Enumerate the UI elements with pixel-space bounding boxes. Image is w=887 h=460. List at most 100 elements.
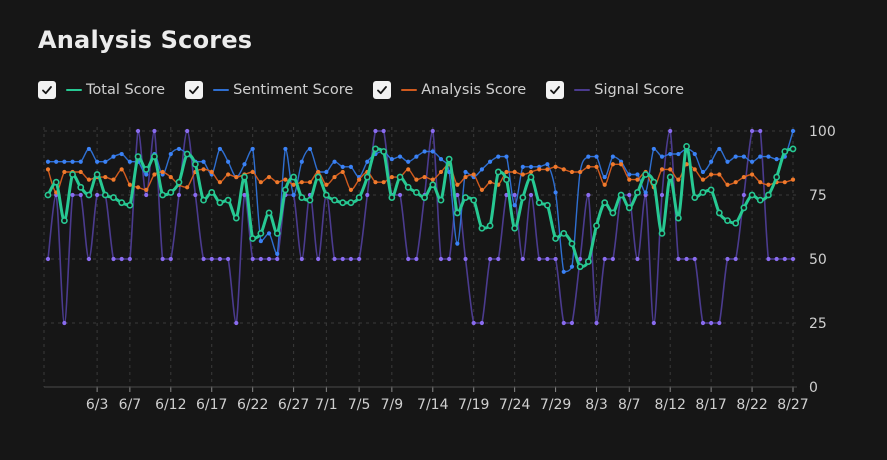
data-point-total-score	[756, 196, 764, 204]
checkbox-checked-icon[interactable]	[373, 81, 392, 99]
data-point-analysis-score	[520, 172, 525, 177]
data-point-analysis-score	[659, 167, 665, 172]
data-point-sentiment-score	[692, 151, 697, 157]
data-point-sentiment-score	[95, 159, 100, 164]
data-point-signal-score	[471, 320, 476, 326]
data-point-signal-score	[299, 256, 304, 262]
x-tick-label: 7/1	[315, 397, 338, 413]
data-point-sentiment-score	[348, 164, 354, 169]
data-point-signal-score	[373, 128, 378, 134]
data-point-sentiment-score	[512, 203, 517, 208]
data-point-total-score	[93, 171, 101, 178]
data-point-sentiment-score	[111, 154, 116, 159]
data-point-signal-score	[397, 192, 403, 198]
data-point-total-score	[470, 196, 478, 204]
data-point-analysis-score	[758, 180, 763, 185]
data-point-signal-score	[700, 320, 706, 326]
data-point-signal-score	[217, 256, 223, 262]
legend-swatch	[66, 89, 82, 91]
data-point-signal-score	[340, 256, 345, 262]
data-point-sentiment-score	[561, 269, 566, 274]
data-point-total-score	[355, 194, 363, 201]
data-point-total-score	[396, 173, 404, 181]
legend-item-signal-score[interactable]: Signal Score	[546, 81, 684, 99]
data-point-signal-score	[528, 192, 534, 198]
data-point-analysis-score	[438, 169, 444, 175]
checkbox-checked-icon[interactable]	[546, 81, 565, 99]
data-point-analysis-score	[504, 169, 509, 175]
data-point-total-score	[273, 229, 281, 237]
data-point-analysis-score	[135, 185, 141, 190]
data-point-total-score	[298, 194, 306, 201]
data-point-total-score	[724, 217, 731, 224]
data-point-total-score	[486, 222, 494, 230]
data-point-signal-score	[668, 128, 673, 134]
data-point-total-score	[666, 173, 674, 181]
legend-item-total-score[interactable]: Total Score	[38, 81, 165, 99]
data-point-analysis-score	[127, 182, 132, 187]
data-point-analysis-score	[299, 180, 304, 185]
data-point-total-score	[609, 209, 617, 217]
data-point-signal-score	[406, 256, 411, 262]
data-point-total-score	[413, 189, 420, 196]
data-point-signal-score	[725, 256, 730, 262]
data-point-sentiment-score	[749, 159, 755, 164]
data-point-sentiment-score	[553, 190, 558, 195]
data-point-total-score	[167, 189, 175, 196]
data-point-analysis-score	[45, 167, 51, 172]
data-point-sentiment-score	[299, 159, 304, 164]
legend-item-analysis-score[interactable]: Analysis Score	[373, 81, 526, 99]
data-point-analysis-score	[537, 167, 542, 172]
data-point-signal-score	[692, 256, 697, 262]
data-point-analysis-score	[487, 180, 493, 185]
data-point-signal-score	[332, 256, 337, 262]
legend-item-sentiment-score[interactable]: Sentiment Score	[185, 81, 353, 99]
data-point-total-score	[85, 191, 93, 199]
data-point-signal-score	[496, 256, 501, 262]
data-point-analysis-score	[700, 177, 706, 182]
data-point-analysis-score	[160, 169, 165, 175]
data-point-signal-score	[569, 320, 575, 326]
data-point-analysis-score	[283, 177, 288, 182]
data-point-total-score	[715, 209, 723, 217]
data-point-total-score	[159, 191, 167, 199]
data-point-signal-score	[602, 256, 607, 262]
data-point-signal-score	[438, 256, 444, 262]
data-point-sentiment-score	[406, 159, 411, 164]
data-point-sentiment-score	[397, 154, 403, 159]
data-point-sentiment-score	[741, 154, 746, 159]
data-point-sentiment-score	[528, 164, 534, 169]
x-tick-label: 6/17	[196, 397, 227, 413]
data-point-signal-score	[586, 192, 591, 198]
data-point-sentiment-score	[586, 154, 591, 159]
data-point-signal-score	[463, 256, 468, 262]
data-point-total-score	[290, 173, 298, 181]
data-point-signal-score	[381, 128, 386, 134]
data-point-signal-score	[561, 320, 566, 326]
data-point-signal-score	[316, 256, 321, 262]
data-point-signal-score	[659, 192, 665, 198]
data-point-total-score	[519, 194, 527, 201]
data-point-sentiment-score	[520, 164, 525, 169]
data-point-total-score	[453, 209, 461, 217]
data-point-analysis-score	[258, 180, 263, 185]
data-point-analysis-score	[111, 177, 116, 182]
data-point-total-score	[347, 199, 355, 207]
data-point-sentiment-score	[70, 159, 75, 164]
checkbox-checked-icon[interactable]	[38, 81, 56, 99]
data-point-sentiment-score	[258, 238, 263, 244]
data-point-total-score	[331, 196, 338, 204]
data-point-total-score	[314, 173, 322, 181]
data-point-total-score	[200, 196, 207, 204]
data-point-analysis-score	[569, 169, 575, 175]
data-point-analysis-score	[144, 187, 149, 192]
data-point-signal-score	[414, 256, 419, 262]
data-point-analysis-score	[234, 174, 239, 180]
checkbox-checked-icon[interactable]	[185, 81, 204, 99]
data-point-analysis-score	[217, 180, 223, 185]
x-tick-label: 7/5	[348, 397, 371, 413]
data-point-signal-score	[774, 256, 779, 262]
data-point-total-score	[765, 191, 772, 199]
data-point-sentiment-score	[291, 192, 296, 198]
